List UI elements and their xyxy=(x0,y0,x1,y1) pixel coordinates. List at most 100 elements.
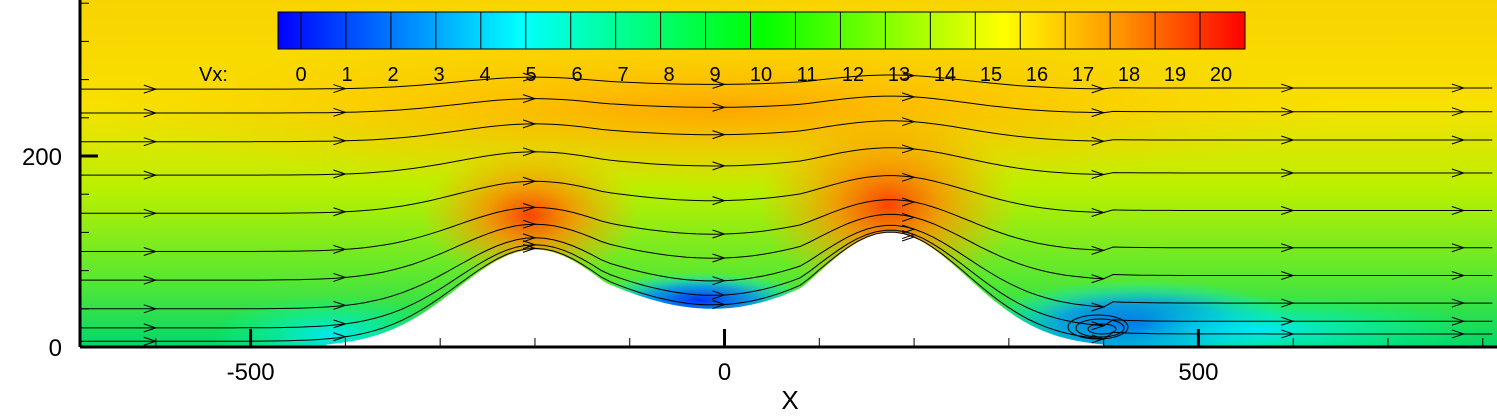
streamline-arrow xyxy=(333,319,347,329)
streamline xyxy=(80,213,1493,281)
streamline-arrow xyxy=(1091,208,1106,217)
streamline-arrow xyxy=(522,119,537,129)
streamline-arrow xyxy=(712,79,727,89)
streamline-arrow xyxy=(712,229,727,239)
streamline-arrow xyxy=(901,117,916,127)
colorbar-tick-label: 3 xyxy=(433,64,444,86)
streamline-arrow xyxy=(1091,274,1106,284)
streamline-arrow xyxy=(1281,135,1295,145)
streamline-arrow xyxy=(143,275,158,285)
streamline-arrow xyxy=(1451,298,1466,308)
streamline-arrow xyxy=(1281,298,1295,308)
speedup-hill-left xyxy=(420,145,640,285)
streamline-arrow xyxy=(901,224,916,234)
streamline-arrow xyxy=(522,72,537,82)
streamline-arrow xyxy=(712,130,727,140)
streamline-arrow xyxy=(333,272,347,282)
colorbar-dividers xyxy=(300,12,1201,49)
streamline-arrow xyxy=(901,197,916,207)
colorbar: Vx: 0 1 2 3 4 5 6 7 8 9 10 11 12 13 14 15 16 17 18 19 20 xyxy=(199,11,1246,86)
colorbar-tick-label: 20 xyxy=(1210,64,1232,86)
x-tick-label: 500 xyxy=(1178,359,1218,386)
streamline-arrow xyxy=(333,332,347,342)
streamline-arrow xyxy=(522,219,537,229)
streamline xyxy=(80,199,1493,252)
streamline-arrow xyxy=(712,196,727,206)
x-tick-label: 0 xyxy=(718,359,731,386)
velocity-field xyxy=(80,0,1497,347)
colorbar-tick-label: 1 xyxy=(341,64,352,86)
streamline-arrow xyxy=(712,300,727,309)
streamline-arrow xyxy=(712,290,727,300)
streamline-arrow xyxy=(333,107,347,117)
streamline-arrow xyxy=(712,102,727,112)
streamline-arrow xyxy=(1281,243,1295,253)
streamline xyxy=(80,95,1493,114)
streamline-arrow xyxy=(1091,245,1106,255)
streamline-arrow xyxy=(333,84,347,94)
colorbar-tick-label: 13 xyxy=(888,64,910,86)
streamline-arrow xyxy=(522,94,537,104)
colorbar-tick-label: 5 xyxy=(525,64,536,86)
warm-band xyxy=(100,30,1340,190)
colorbar-tick-label: 14 xyxy=(934,64,956,86)
colorbar-tick-label: 8 xyxy=(663,64,674,86)
x-tick-label: -500 xyxy=(227,359,275,386)
streamline-arrow xyxy=(1451,243,1466,253)
streamline-arrow xyxy=(143,208,158,218)
streamline-arrow xyxy=(333,169,347,179)
streamline-arrow xyxy=(712,161,727,171)
streamline-arrow xyxy=(1091,108,1106,118)
colorbar-tick-label: 19 xyxy=(1164,64,1186,86)
streamline-arrow xyxy=(333,244,347,254)
streamline-arrow xyxy=(901,71,916,81)
streamline xyxy=(80,147,1493,176)
streamline-arrow xyxy=(333,300,347,310)
streamline-arrow xyxy=(522,176,537,186)
streamline-arrow xyxy=(1451,135,1466,145)
x-ticks: -500 0 500 xyxy=(155,329,1484,386)
colorbar-tick-labels: 0 1 2 3 4 5 6 7 8 9 10 11 12 13 14 15 16 17 18 19 20 xyxy=(295,64,1232,86)
streamline-arrow xyxy=(1281,316,1295,326)
streamline-arrow xyxy=(522,233,537,243)
streamline-arrow xyxy=(522,147,537,157)
terrain xyxy=(326,232,1104,347)
streamline-arrow xyxy=(1451,83,1466,93)
streamline-arrow xyxy=(1281,83,1295,93)
streamline xyxy=(80,231,1493,342)
speedup-hill-right xyxy=(758,110,1018,300)
colorbar-tick-label: 12 xyxy=(842,64,864,86)
streamline-arrow xyxy=(333,207,347,217)
streamline-arrow xyxy=(143,170,158,180)
streamline-arrow xyxy=(1281,329,1295,339)
streamlines xyxy=(80,71,1493,346)
streamline-arrow xyxy=(1281,206,1295,215)
colorbar-tick-label: 7 xyxy=(617,64,628,86)
streamline-arrow xyxy=(522,240,537,250)
colorbar-tick-label: 9 xyxy=(709,64,720,86)
colorbar-tick-label: 0 xyxy=(295,64,306,86)
colorbar-tick-label: 17 xyxy=(1072,64,1094,86)
colorbar-tick-label: 16 xyxy=(1026,64,1048,86)
streamline-arrow xyxy=(712,276,727,286)
colorbar-tick-label: 11 xyxy=(797,64,818,86)
colorbar-strip xyxy=(277,11,1246,50)
streamline xyxy=(80,120,1493,143)
streamline-arrow xyxy=(143,84,158,94)
streamline-arrow xyxy=(1091,170,1106,179)
streamline-arrow xyxy=(1281,107,1295,117)
y-tick-label: 0 xyxy=(49,335,62,362)
streamline-arrow xyxy=(1091,302,1106,312)
streamline-arrow xyxy=(1451,206,1466,215)
colorbar-label: Vx: xyxy=(199,64,228,86)
y-ticks: 0 200 xyxy=(22,2,98,362)
streamline-arrow xyxy=(1451,107,1466,117)
streamline-arrow xyxy=(1091,321,1106,331)
streamline-arrow xyxy=(712,253,727,263)
streamline-arrow xyxy=(1451,329,1466,339)
streamline-arrow xyxy=(143,247,158,256)
x-axis-title: X xyxy=(781,385,798,415)
streamline-arrow xyxy=(1091,136,1106,146)
